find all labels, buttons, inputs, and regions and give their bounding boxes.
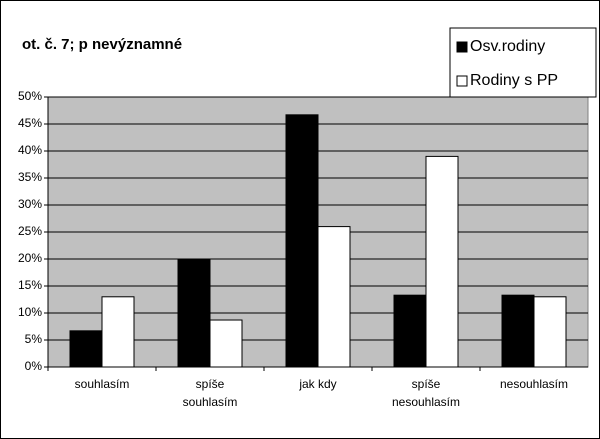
x-tick-label: nesouhlasím bbox=[499, 377, 569, 391]
bar bbox=[393, 294, 427, 368]
legend-swatch bbox=[456, 75, 468, 87]
bar bbox=[177, 258, 211, 368]
y-tick-label: 5% bbox=[25, 332, 43, 346]
legend-label: Rodiny s PP bbox=[470, 72, 558, 89]
bar bbox=[533, 296, 567, 368]
bar bbox=[317, 226, 351, 368]
legend-swatch bbox=[456, 41, 468, 53]
legend-box bbox=[449, 27, 597, 98]
y-tick-label: 10% bbox=[18, 305, 42, 319]
bar bbox=[285, 114, 319, 368]
y-tick-label: 45% bbox=[18, 116, 42, 130]
legend-label: Osv.rodiny bbox=[470, 38, 545, 55]
y-tick-label: 0% bbox=[25, 359, 43, 373]
y-tick-label: 25% bbox=[18, 224, 42, 238]
y-tick-label: 15% bbox=[18, 278, 42, 292]
bar bbox=[69, 330, 103, 368]
y-tick-label: 50% bbox=[18, 89, 42, 103]
bar bbox=[425, 155, 459, 368]
x-tick-label: spíše souhlasím bbox=[182, 377, 238, 409]
x-tick-label: spíše nesouhlasím bbox=[391, 377, 461, 409]
y-tick-label: 30% bbox=[18, 197, 42, 211]
y-tick-label: 20% bbox=[18, 251, 42, 265]
bar bbox=[101, 296, 135, 368]
bar bbox=[501, 294, 535, 368]
y-tick-label: 35% bbox=[18, 170, 42, 184]
x-tick-label: souhlasím bbox=[74, 377, 130, 391]
chart-title: ot. č. 7; p nevýznamné bbox=[22, 36, 182, 53]
bar bbox=[209, 319, 243, 368]
y-tick-label: 40% bbox=[18, 143, 42, 157]
x-tick-label: jak kdy bbox=[299, 377, 337, 391]
